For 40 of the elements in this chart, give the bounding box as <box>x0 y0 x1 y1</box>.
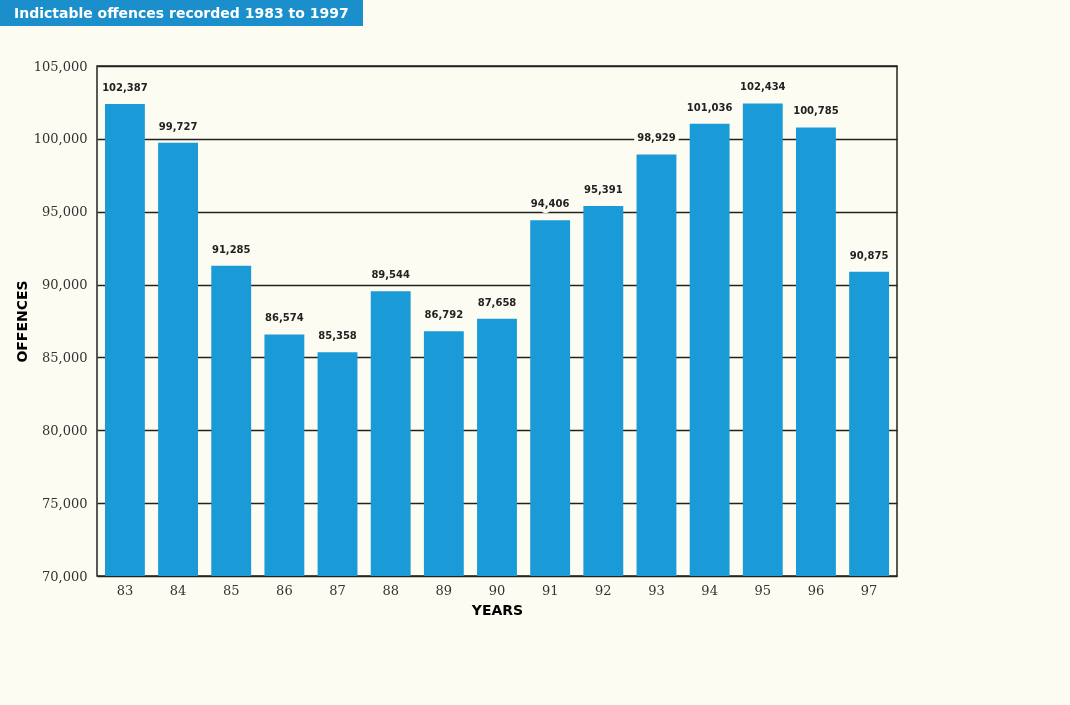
data-label: 85,358 <box>318 330 357 342</box>
data-label: 90,875 <box>849 249 889 261</box>
y-tick-label: 90,000 <box>42 277 88 293</box>
x-tick-label: 97 <box>860 582 878 598</box>
data-label: 86,574 <box>265 312 304 324</box>
x-tick-label: 93 <box>648 582 665 598</box>
y-tick-label: 75,000 <box>42 495 88 511</box>
x-tick-label: 84 <box>169 582 187 598</box>
data-label: 89,544 <box>371 269 411 281</box>
x-tick-label: 94 <box>701 582 718 598</box>
y-tick-label: 105,000 <box>33 58 88 74</box>
data-label: 102,434 <box>740 81 786 93</box>
x-axis-title: YEARS <box>470 601 524 618</box>
y-tick-label: 85,000 <box>42 349 88 365</box>
x-tick-label: 96 <box>807 582 825 598</box>
x-tick-label: 90 <box>488 582 506 598</box>
y-tick-label: 100,000 <box>33 131 88 147</box>
data-label: 100,785 <box>793 105 839 117</box>
y-tick-label: 80,000 <box>42 422 88 438</box>
y-tick-label: 95,000 <box>42 204 88 220</box>
data-label: 91,285 <box>211 243 251 255</box>
x-tick-label: 83 <box>116 582 134 598</box>
x-tick-label: 89 <box>435 582 453 598</box>
data-label: 99,727 <box>158 120 198 132</box>
y-axis-title: OFFENCES <box>13 280 30 363</box>
data-label: 102,387 <box>102 82 148 94</box>
chart-title: Indictable offences recorded 1983 to 1997 <box>0 0 363 26</box>
data-label: 101,036 <box>686 101 733 113</box>
x-tick-label: 91 <box>541 582 559 598</box>
x-tick-label: 85 <box>222 582 240 598</box>
y-tick-label: 70,000 <box>42 568 88 584</box>
x-tick-label: 92 <box>595 582 612 598</box>
data-label: 86,792 <box>424 309 464 321</box>
x-tick-label: 95 <box>754 582 772 598</box>
x-tick-label: 88 <box>382 582 399 598</box>
x-tick-label: 86 <box>276 582 293 598</box>
data-label: 94,406 <box>530 198 570 210</box>
x-tick-label: 87 <box>329 582 346 598</box>
data-label: 87,658 <box>477 296 517 308</box>
data-label: 95,391 <box>584 184 623 196</box>
